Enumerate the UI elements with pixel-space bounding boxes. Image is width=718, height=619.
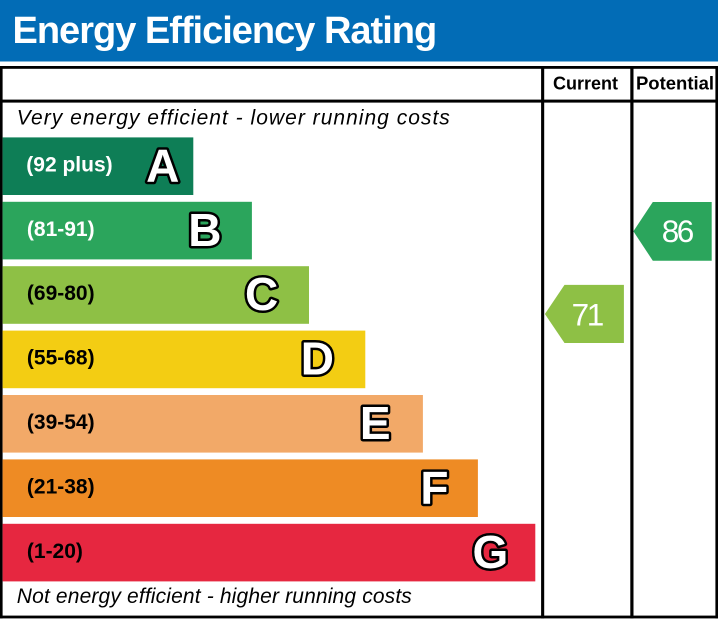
svg-text:C: C — [245, 268, 278, 320]
svg-text:F: F — [420, 461, 448, 513]
svg-text:G: G — [473, 526, 509, 578]
svg-text:Energy Efficiency Rating: Energy Efficiency Rating — [13, 10, 437, 52]
svg-text:(1-20): (1-20) — [27, 540, 83, 563]
svg-text:(55-68): (55-68) — [27, 347, 95, 370]
svg-text:Potential: Potential — [636, 72, 714, 93]
svg-text:Current: Current — [553, 73, 618, 93]
svg-text:E: E — [360, 397, 391, 449]
svg-text:(69-80): (69-80) — [27, 282, 95, 305]
svg-text:D: D — [301, 333, 334, 385]
svg-text:A: A — [146, 139, 179, 191]
svg-text:B: B — [188, 204, 221, 256]
svg-text:86: 86 — [662, 213, 694, 249]
svg-text:(39-54): (39-54) — [27, 411, 95, 434]
svg-text:(21-38): (21-38) — [27, 475, 95, 498]
svg-text:Very energy efficient - lower: Very energy efficient - lower running co… — [17, 106, 451, 129]
svg-text:Not energy efficient - higher: Not energy efficient - higher running co… — [17, 585, 413, 608]
svg-text:71: 71 — [572, 296, 603, 332]
svg-text:(92 plus): (92 plus) — [26, 153, 112, 176]
svg-text:(81-91): (81-91) — [27, 218, 95, 241]
